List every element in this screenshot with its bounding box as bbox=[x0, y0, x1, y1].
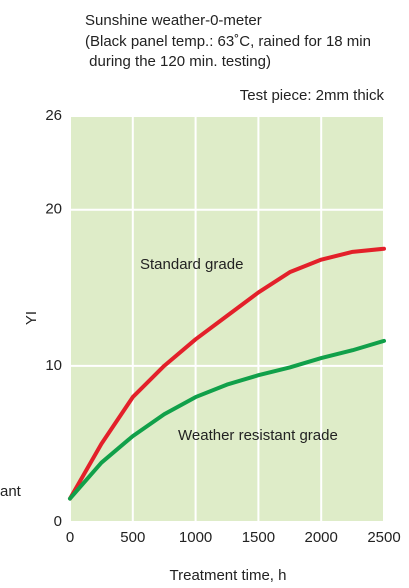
chart-title: Sunshine weather-0-meter bbox=[85, 12, 262, 29]
line bbox=[68, 246, 386, 501]
series-label: Standard grade bbox=[140, 256, 243, 273]
subtitle: Test piece: 2mm thick bbox=[240, 87, 385, 104]
x-tick-label: 1500 bbox=[242, 529, 275, 546]
y-axis-label: YI bbox=[23, 311, 40, 325]
x-tick-label: 500 bbox=[120, 529, 145, 546]
y-tick-label: 10 bbox=[45, 357, 62, 374]
x-tick-label: 0 bbox=[66, 529, 74, 546]
y-tick-label: 20 bbox=[45, 201, 62, 218]
y-tick-label: 0 bbox=[54, 513, 62, 530]
x-axis-label: Treatment time, h bbox=[170, 567, 287, 584]
x-tick-label: 2000 bbox=[305, 529, 338, 546]
x-tick-label: 2500 bbox=[367, 529, 400, 546]
annotation: ant bbox=[0, 483, 22, 500]
line bbox=[68, 338, 386, 501]
y-tick-label: 26 bbox=[45, 107, 62, 124]
plot-background bbox=[70, 116, 384, 522]
chart-title: during the 120 min. testing) bbox=[85, 53, 271, 70]
series-label: Weather resistant grade bbox=[178, 427, 338, 444]
chart-title: (Black panel temp.: 63˚C, rained for 18 … bbox=[85, 33, 371, 50]
x-tick-label: 1000 bbox=[179, 529, 212, 546]
